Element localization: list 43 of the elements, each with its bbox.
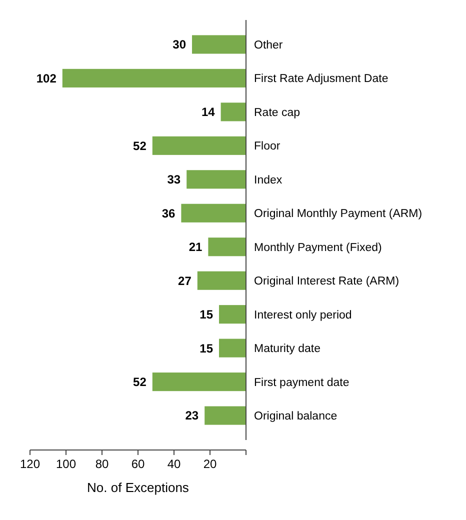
data-label: 102 <box>36 71 57 86</box>
data-label: 15 <box>200 341 214 356</box>
y-tick-label: First payment date <box>254 376 350 389</box>
y-tick-label: Other <box>254 39 283 52</box>
bar <box>204 406 246 425</box>
x-tick-label: 100 <box>56 457 76 471</box>
bar <box>219 338 246 358</box>
x-axis-title: No. of Exceptions <box>87 480 190 495</box>
bar <box>219 305 246 324</box>
y-tick-label: Floor <box>254 140 280 153</box>
y-tick-label: Maturity date <box>254 343 320 356</box>
y-tick-label: Monthly Payment (Fixed) <box>254 242 382 254</box>
bar <box>220 102 246 122</box>
bar <box>152 372 246 392</box>
x-tick-label: 40 <box>167 457 181 471</box>
y-tick-label: Index <box>254 174 282 186</box>
data-label: 52 <box>133 375 147 390</box>
data-label: 23 <box>185 408 199 423</box>
y-tick-label: Rate cap <box>254 106 300 119</box>
bar <box>208 238 246 256</box>
data-label: 52 <box>133 138 147 153</box>
bar <box>192 35 246 54</box>
data-label: 30 <box>172 38 186 52</box>
x-tick-label: 20 <box>203 457 217 471</box>
y-tick-label: Original Interest Rate (ARM) <box>254 276 400 288</box>
bar <box>186 170 246 189</box>
bar <box>62 68 246 88</box>
y-tick-label: Original balance <box>254 410 338 423</box>
data-label: 15 <box>200 308 214 322</box>
data-label: 36 <box>162 206 176 220</box>
bar <box>197 271 246 290</box>
data-label: 14 <box>201 105 216 120</box>
data-label: 27 <box>178 274 192 288</box>
x-tick-label: 80 <box>95 457 109 471</box>
bar <box>181 204 246 222</box>
y-tick-label: First Rate Adjusment Date <box>254 73 388 86</box>
data-label: 33 <box>167 172 181 187</box>
x-tick-label: 60 <box>131 457 145 471</box>
y-tick-label: Original Monthly Payment (ARM) <box>254 208 422 220</box>
x-tick-label: 120 <box>20 457 40 471</box>
data-label: 21 <box>188 240 203 254</box>
bar <box>152 136 246 155</box>
y-tick-label: Interest only period <box>254 309 352 322</box>
